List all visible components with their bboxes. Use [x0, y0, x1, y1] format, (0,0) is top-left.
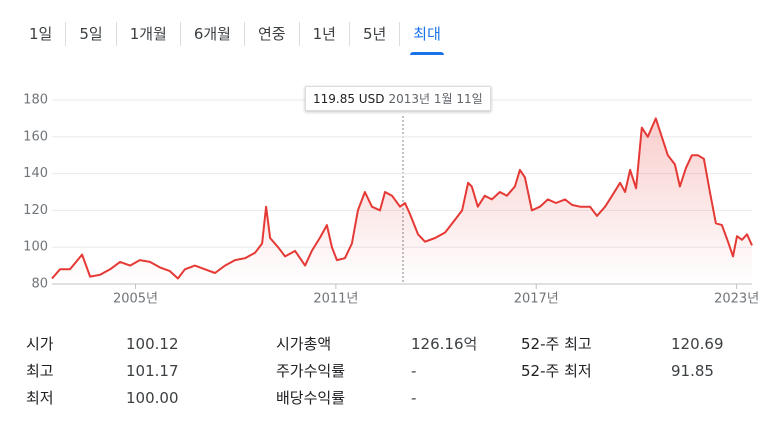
- range-tab[interactable]: 5년: [350, 22, 401, 46]
- stat-value: 120.69: [671, 334, 724, 353]
- stat-label: 시가: [26, 335, 54, 353]
- range-tab[interactable]: 1일: [16, 22, 67, 46]
- y-tick-label: 180: [23, 93, 48, 108]
- y-tick-label: 80: [31, 277, 48, 292]
- stat-label: 배당수익률: [276, 389, 346, 407]
- range-tab[interactable]: 1년: [300, 22, 350, 46]
- stat-value: -: [411, 361, 417, 380]
- price-area: [52, 118, 752, 285]
- stats-row: 최저 100.00 배당수익률 -: [26, 384, 751, 411]
- stat-value: 126.16억: [411, 335, 478, 353]
- tooltip: 119.85 USD 2013년 1월 11일: [305, 86, 491, 111]
- tooltip-date: 2013년 1월 11일: [388, 92, 483, 106]
- range-tab[interactable]: 연중: [245, 22, 300, 46]
- y-tick-label: 140: [23, 166, 48, 181]
- x-tick-label: 2011년: [313, 292, 358, 307]
- range-tab[interactable]: 1개월: [117, 22, 181, 46]
- range-tab[interactable]: 6개월: [181, 22, 245, 46]
- y-tick-label: 160: [23, 129, 48, 144]
- stats-row: 최고 101.17 주가수익률 - 52-주 최저 91.85: [26, 357, 751, 384]
- stat-label: 시가총액: [276, 335, 332, 353]
- y-tick-label: 100: [23, 240, 48, 255]
- range-tab[interactable]: 5일: [66, 22, 117, 46]
- stat-value: 100.12: [126, 334, 179, 353]
- range-tabs: 1일 5일 1개월 6개월 연중 1년 5년 최대: [16, 22, 454, 55]
- stat-label: 52-주 최고: [521, 335, 592, 353]
- stat-value: 101.17: [126, 361, 179, 380]
- stat-label: 최고: [26, 362, 54, 380]
- x-tick-label: 2023년: [714, 292, 759, 307]
- stats-table: 시가 100.12 시가총액 126.16억 52-주 최고 120.69 최고 101.17…: [26, 330, 751, 411]
- chart: 80 100 120 140 160 180 2005년 2011년 2017년 2023년: [23, 93, 759, 307]
- stat-label: 주가수익률: [276, 362, 346, 380]
- x-tick-label: 2005년: [113, 292, 158, 307]
- range-tab[interactable]: 최대: [400, 22, 454, 55]
- price-line: [51, 117, 753, 280]
- stat-value: 91.85: [671, 361, 714, 380]
- stat-label: 52-주 최저: [521, 362, 592, 380]
- stat-value: 100.00: [126, 388, 179, 407]
- tooltip-price: 119.85 USD: [313, 92, 385, 106]
- stat-value: -: [411, 388, 417, 407]
- stats-row: 시가 100.12 시가총액 126.16억 52-주 최고 120.69: [26, 330, 751, 357]
- stat-label: 최저: [26, 389, 54, 407]
- y-tick-label: 120: [23, 203, 48, 218]
- x-tick-label: 2017년: [514, 292, 559, 307]
